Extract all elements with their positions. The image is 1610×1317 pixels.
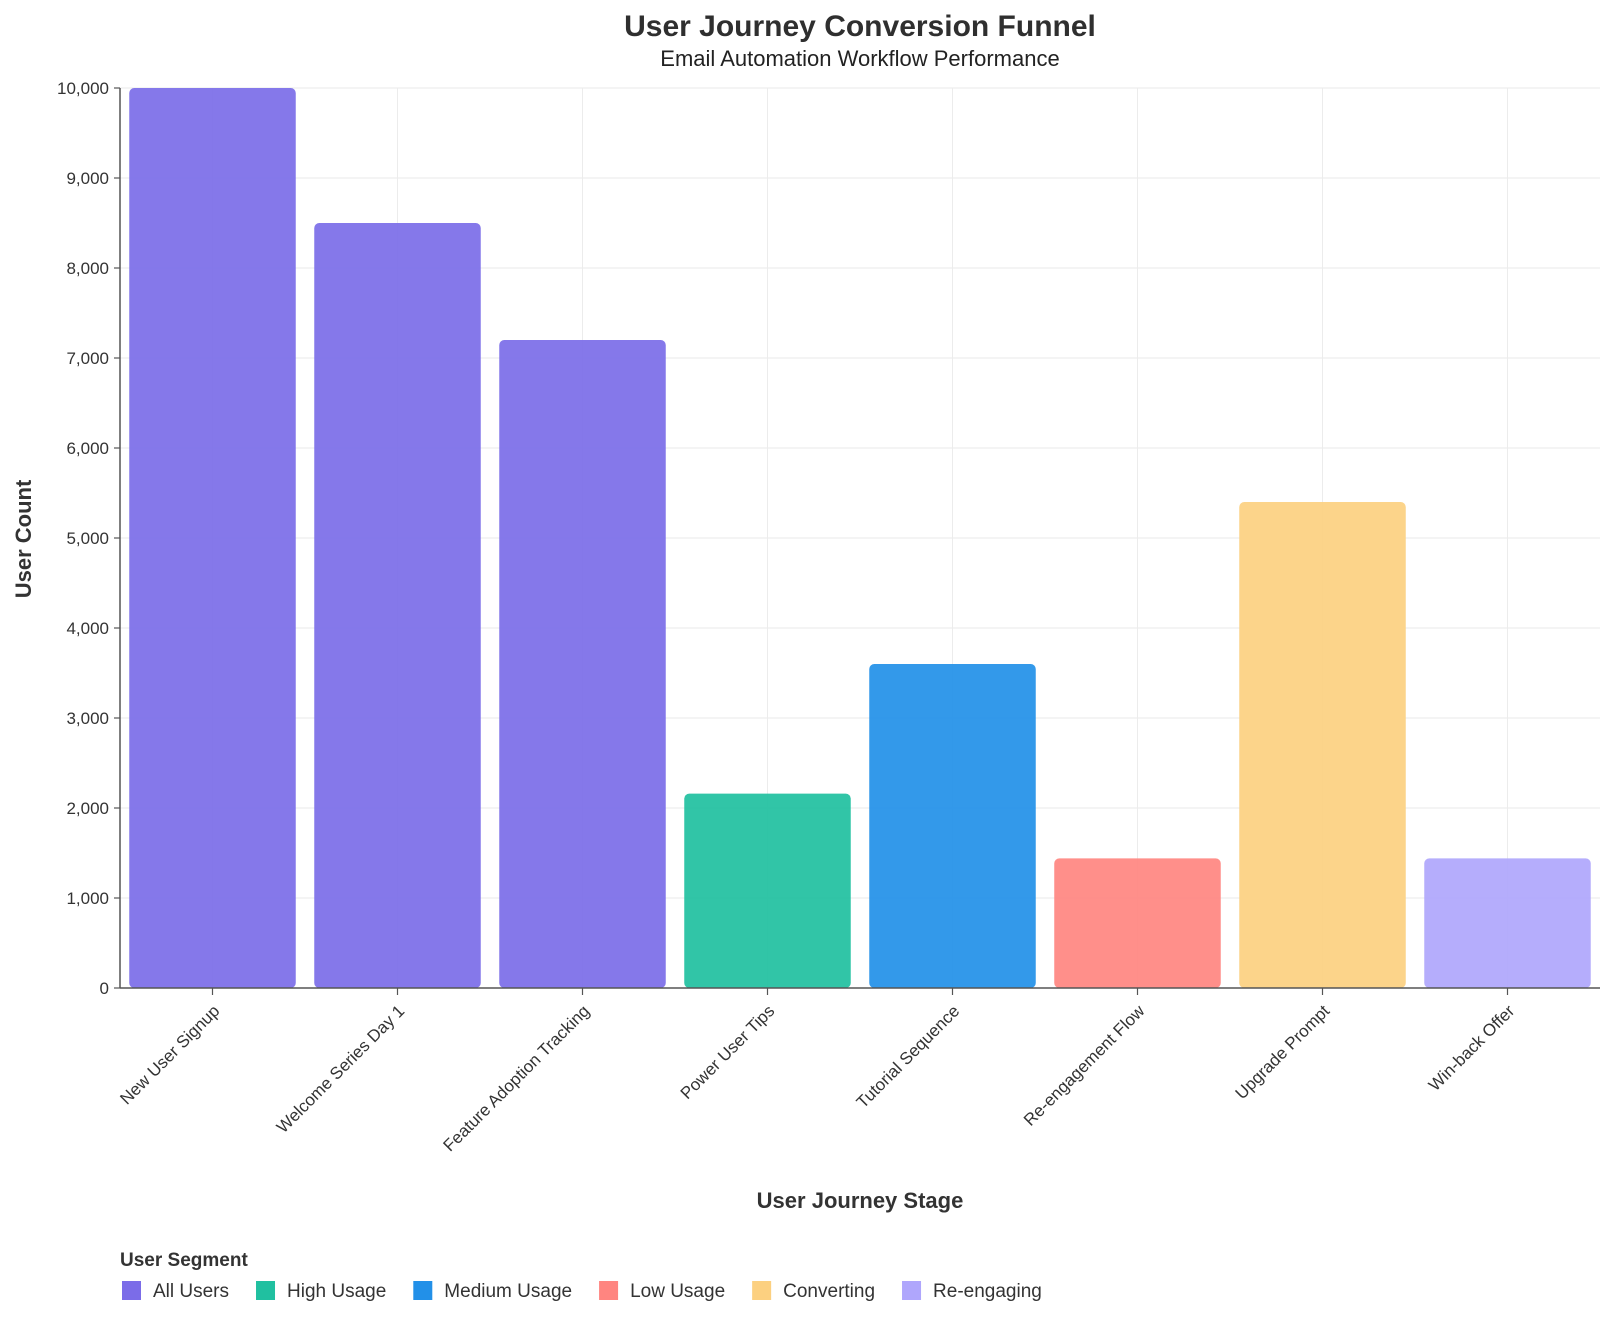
legend-swatch [752,1281,772,1300]
legend-label: All Users [153,1281,229,1302]
y-tick-label: 4,000 [66,619,109,638]
bar-1 [129,88,296,988]
bar-3 [499,340,666,988]
bar-7 [1239,502,1406,988]
y-tick-label: 3,000 [66,709,109,728]
y-tick-label: 8,000 [66,259,109,278]
legend-swatch [256,1281,276,1300]
y-tick-label: 6,000 [66,439,109,458]
y-tick-label: 2,000 [66,799,109,818]
x-tick-label: New User Signup [116,1001,223,1108]
legend-label: Medium Usage [444,1281,572,1302]
bar-6 [1054,858,1221,988]
legend: User Segment All Users High Usage Medium U… [120,1250,1042,1302]
y-tick-label: 0 [100,979,109,998]
legend-label: Re-engaging [933,1281,1042,1302]
x-tick-label: Power User Tips [677,1001,779,1103]
bar-2 [314,223,481,988]
y-tick-label: 5,000 [66,529,109,548]
bar-5 [869,664,1036,988]
legend-swatch [413,1281,433,1300]
legend-swatch [902,1281,922,1300]
legend-swatch [599,1281,619,1300]
legend-label: Converting [783,1281,875,1302]
x-tick-label: Upgrade Prompt [1232,1001,1334,1103]
bar-4 [684,793,851,988]
bars [129,88,1591,988]
legend-title: User Segment [120,1250,248,1271]
x-tick-label: Tutorial Sequence [853,1001,964,1112]
chart-title: User Journey Conversion Funnel [624,10,1096,43]
x-tick-label: Welcome Series Day 1 [273,1001,408,1136]
y-tick-label: 1,000 [66,889,109,908]
y-tick-label: 10,000 [57,79,109,98]
legend-swatch [122,1281,141,1300]
legend-label: High Usage [287,1281,386,1302]
y-tick-label: 9,000 [66,169,109,188]
x-tick-label: Re-engagement Flow [1020,1001,1149,1130]
x-axis-title: User Journey Stage [757,1188,964,1213]
legend-label: Low Usage [630,1281,725,1302]
x-tick-label: Win-back Offer [1425,1001,1519,1095]
bar-8 [1424,858,1591,988]
x-tick-label: Feature Adoption Tracking [440,1001,594,1155]
chart-subtitle: Email Automation Workflow Performance [660,46,1059,71]
y-tick-label: 7,000 [66,349,109,368]
y-axis-title: User Count [11,479,36,598]
